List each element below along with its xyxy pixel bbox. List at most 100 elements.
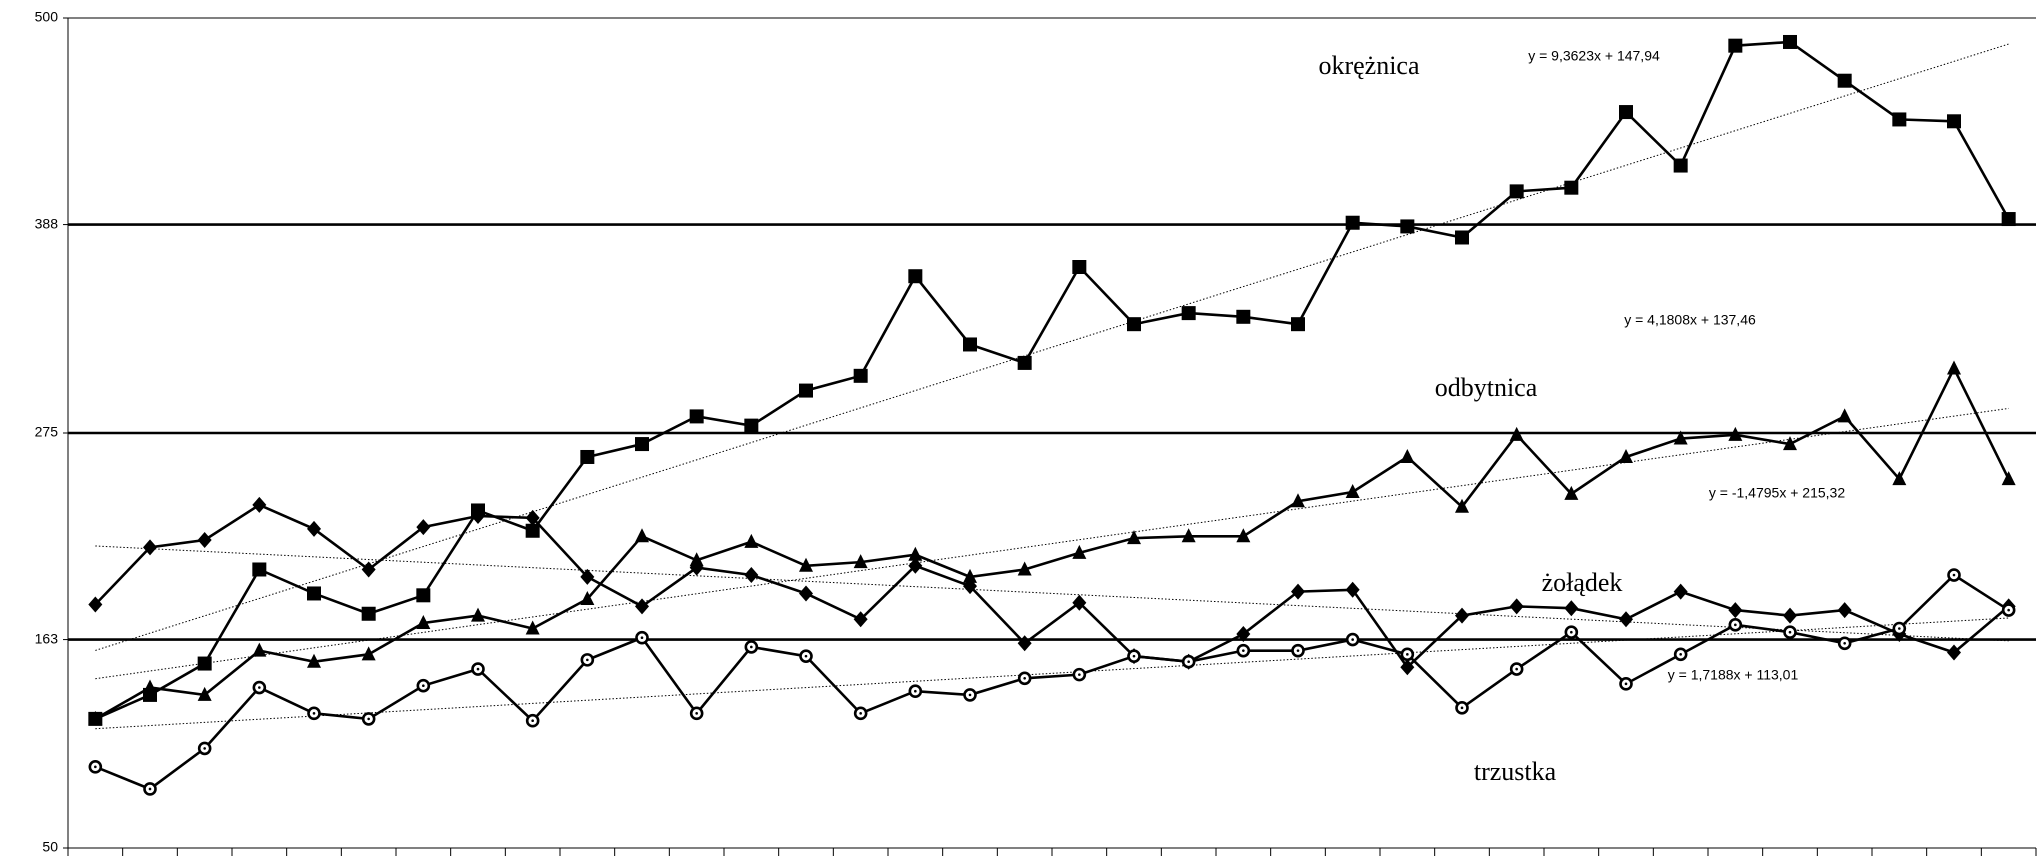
- marker: [853, 554, 868, 569]
- marker: [1673, 583, 1688, 600]
- marker: [197, 686, 212, 701]
- series-line: [94, 573, 2010, 791]
- marker-dot: [859, 712, 862, 715]
- marker-dot: [1570, 630, 1573, 634]
- marker: [1291, 493, 1305, 508]
- marker: [744, 418, 759, 433]
- marker: [1564, 180, 1579, 195]
- marker: [1837, 73, 1852, 88]
- marker: [799, 557, 813, 572]
- marker: [1837, 408, 1852, 423]
- marker: [635, 598, 649, 615]
- marker-dot: [1351, 638, 1354, 641]
- marker: [799, 383, 813, 398]
- marker: [361, 646, 376, 661]
- marker: [580, 568, 595, 585]
- marker: [1072, 594, 1087, 611]
- marker: [1455, 607, 1469, 624]
- marker: [689, 409, 704, 424]
- marker: [1509, 426, 1524, 441]
- marker: [471, 607, 485, 622]
- marker: [252, 496, 267, 513]
- marker: [1291, 317, 1305, 332]
- marker: [908, 557, 923, 574]
- marker: [1892, 471, 1907, 486]
- marker-dot: [1132, 654, 1136, 658]
- marker-dot: [1734, 623, 1737, 627]
- marker: [580, 591, 595, 605]
- marker: [307, 653, 321, 668]
- marker: [1619, 448, 1633, 463]
- marker: [908, 269, 923, 284]
- marker: [1345, 581, 1360, 598]
- marker: [1345, 484, 1360, 499]
- marker: [1783, 34, 1797, 49]
- marker: [1400, 659, 1415, 676]
- annotation: y = 4,1808x + 137,46: [1624, 312, 1756, 328]
- series-line: [94, 365, 2010, 721]
- marker: [1783, 607, 1797, 624]
- series-line: [94, 503, 2010, 670]
- marker: [1728, 38, 1743, 53]
- marker: [799, 585, 813, 602]
- marker: [1947, 114, 1961, 129]
- annotation: y = -1,4795x + 215,32: [1709, 485, 1845, 501]
- marker: [525, 509, 540, 526]
- trend-line: [95, 407, 2009, 680]
- marker-dot: [94, 765, 97, 769]
- marker-dot: [422, 684, 425, 687]
- marker: [1181, 528, 1196, 543]
- marker: [1072, 544, 1087, 559]
- marker-dot: [1023, 677, 1026, 680]
- marker: [1728, 602, 1743, 619]
- marker: [197, 656, 212, 671]
- marker: [143, 539, 157, 556]
- marker: [1236, 528, 1251, 543]
- marker: [1072, 260, 1087, 274]
- marker: [1455, 230, 1469, 245]
- marker: [361, 561, 376, 578]
- marker: [416, 588, 431, 603]
- y-tick-label: 163: [35, 630, 59, 646]
- marker: [1673, 158, 1688, 173]
- marker: [307, 520, 321, 537]
- marker: [197, 531, 212, 548]
- y-tick-label: 500: [35, 9, 59, 25]
- annotation: y = 1,7188x + 113,01: [1668, 667, 1799, 683]
- marker-dot: [1515, 667, 1518, 671]
- marker: [1947, 360, 1961, 375]
- marker: [1783, 436, 1797, 451]
- series-label: żołądek: [1542, 568, 1623, 597]
- marker: [525, 523, 540, 538]
- marker: [525, 620, 540, 635]
- marker: [1236, 309, 1251, 324]
- marker: [1400, 448, 1415, 463]
- marker: [963, 568, 977, 583]
- marker: [1619, 611, 1633, 628]
- marker: [2001, 471, 2016, 486]
- marker-dot: [1242, 649, 1245, 652]
- marker-dot: [695, 712, 698, 715]
- marker-dot: [476, 667, 480, 671]
- marker: [416, 519, 431, 536]
- marker: [1947, 644, 1961, 661]
- marker-dot: [148, 787, 152, 791]
- marker: [1892, 112, 1907, 127]
- marker: [1400, 219, 1415, 234]
- marker: [2001, 212, 2016, 227]
- marker: [143, 679, 157, 694]
- series-line: [94, 40, 2010, 721]
- marker-dot: [914, 689, 917, 693]
- marker: [1017, 355, 1032, 370]
- marker-dot: [1952, 573, 1956, 577]
- marker: [1455, 498, 1469, 513]
- marker: [252, 642, 267, 657]
- marker: [635, 528, 649, 543]
- marker: [963, 337, 977, 352]
- marker: [1291, 583, 1305, 600]
- marker: [744, 533, 759, 548]
- marker: [1509, 184, 1524, 199]
- marker: [1236, 626, 1251, 643]
- marker: [1564, 485, 1579, 500]
